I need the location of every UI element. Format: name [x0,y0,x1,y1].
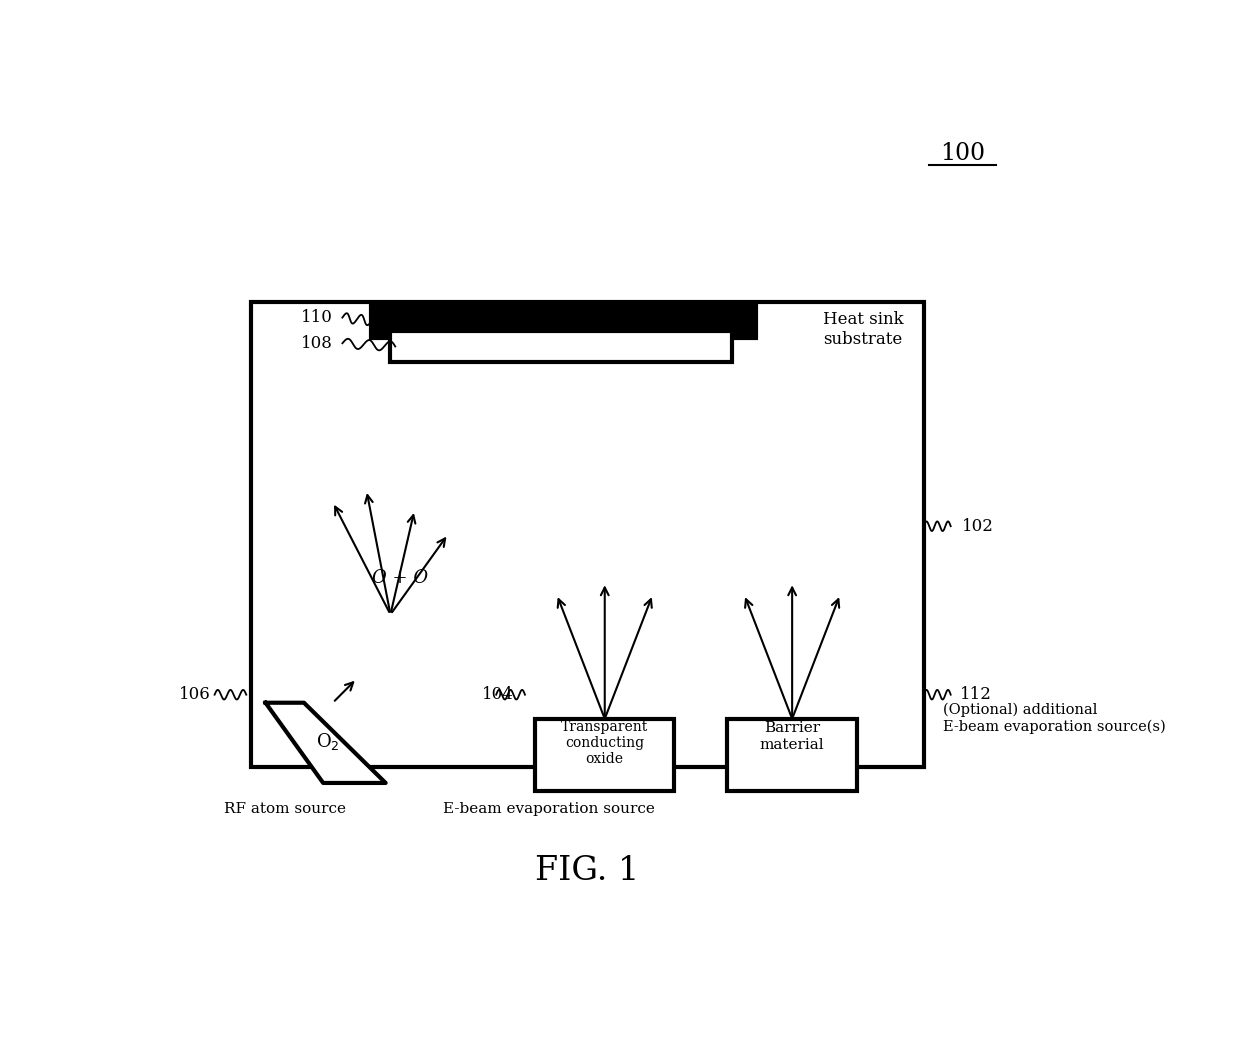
Text: (Optional) additional
E-beam evaporation source(s): (Optional) additional E-beam evaporation… [942,702,1166,734]
Text: 104: 104 [481,687,513,703]
Text: O + O: O + O [372,569,428,588]
Text: E-beam evaporation source: E-beam evaporation source [443,801,655,816]
Bar [391,331,732,362]
Text: 100: 100 [940,142,985,166]
Text: 106: 106 [179,687,211,703]
Text: 112: 112 [960,687,992,703]
Text: Transparent
conducting
oxide: Transparent conducting oxide [562,720,649,766]
Text: RF atom source: RF atom source [223,801,346,816]
Polygon shape [265,702,386,783]
Text: FIG. 1: FIG. 1 [536,855,640,887]
Bar [534,719,675,791]
Text: Barrier
material: Barrier material [760,721,825,751]
Text: Heat sink
substrate: Heat sink substrate [823,312,904,348]
Bar [727,719,857,791]
Text: 108: 108 [301,334,332,352]
Text: 110: 110 [301,309,332,326]
Text: O$_2$: O$_2$ [316,730,340,751]
Text: 102: 102 [962,518,994,535]
Bar [250,301,924,767]
Bar [371,305,755,338]
